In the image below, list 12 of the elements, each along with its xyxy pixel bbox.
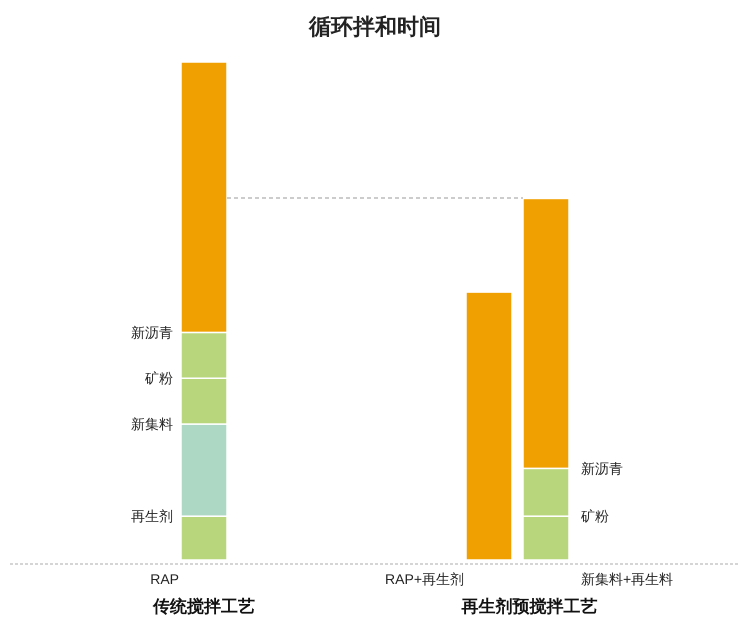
text: 传统搅拌工艺 [152, 597, 255, 616]
chart-title: 循环拌和时间 [308, 14, 441, 39]
annotation: 矿粉 [144, 370, 173, 386]
annotation: 再生剂 [131, 508, 173, 524]
annotation: 矿粉 [580, 508, 609, 524]
annotation: 新沥青 [131, 324, 173, 340]
annotation: 新沥青 [581, 460, 623, 476]
x-tick-label: 新集料+再生料 [581, 571, 674, 587]
x-tick-label: RAP+再生剂 [385, 571, 464, 587]
annotation: 新集料 [131, 416, 173, 432]
x-tick-label: RAP [150, 571, 179, 587]
text: 再生剂预搅拌工艺 [460, 597, 598, 616]
